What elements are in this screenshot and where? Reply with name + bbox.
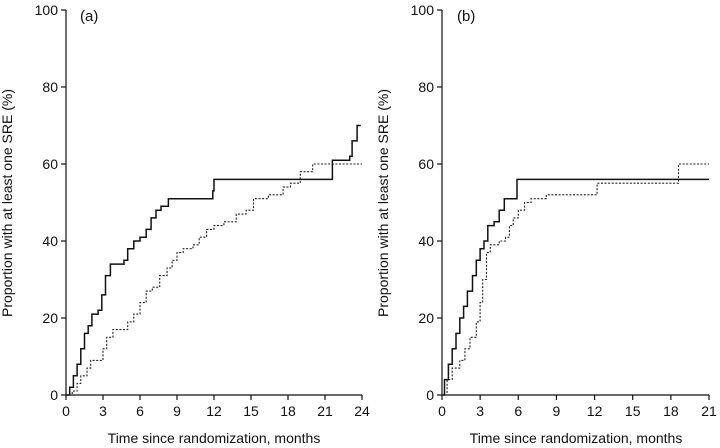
panel-b-tag: (b): [457, 8, 475, 25]
panel-a-x-tick-label: 24: [354, 403, 370, 419]
panel-a-x-tick-label: 3: [99, 403, 107, 419]
panel-b-x-tick-label: 15: [625, 403, 641, 419]
panel-b-y-tick-label: 40: [418, 233, 434, 249]
panel-b-series-solid-line: [442, 178, 709, 396]
panel-a-y-tick-label: 80: [42, 79, 58, 95]
panel-b-series: [442, 163, 709, 396]
panel-b-y-tick-label: 0: [426, 387, 434, 403]
panel-a-y-tick-label: 20: [42, 310, 58, 326]
panel-a-y-tick-label: 40: [42, 233, 58, 249]
panel-a-x-tick-label: 12: [206, 403, 222, 419]
panel-b-x-tick-label: 18: [663, 403, 679, 419]
panel-a-x-tick-label: 6: [136, 403, 144, 419]
panel-a-x-tick-label: 15: [243, 403, 259, 419]
panel-a-ticks: 0 20 40 60 80 100 0 3 6 9 12 15 18 21 24: [35, 2, 370, 419]
panel-a-y-tick-label: 60: [42, 156, 58, 172]
panel-a-series: [66, 124, 362, 396]
panel-b-y-tick-label: 20: [418, 310, 434, 326]
panel-b-x-tick-label: 21: [701, 403, 717, 419]
panel-a-y-axis-title: Proportion with at least one SRE (%): [0, 89, 15, 317]
panel-a-x-tick-label: 21: [317, 403, 333, 419]
panel-a-series-dotted-line: [66, 163, 362, 396]
panel-b-x-tick-label: 3: [476, 403, 484, 419]
panel-b-y-tick-label: 80: [418, 79, 434, 95]
panel-a: Proportion with at least one SRE (%) Tim…: [0, 2, 370, 446]
panel-b-y-axis-title: Proportion with at least one SRE (%): [375, 89, 391, 317]
panel-b-x-tick-label: 12: [587, 403, 603, 419]
panel-b-y-tick-label: 100: [411, 2, 435, 18]
panel-a-y-tick-label: 100: [35, 2, 59, 18]
panel-a-x-tick-label: 18: [280, 403, 296, 419]
panel-b-y-tick-label: 60: [418, 156, 434, 172]
panel-a-y-tick-label: 0: [50, 387, 58, 403]
panel-b-x-tick-label: 6: [514, 403, 522, 419]
panel-b-axes: [441, 10, 709, 396]
panel-a-x-tick-label: 0: [62, 403, 70, 419]
panel-a-x-tick-label: 9: [173, 403, 181, 419]
panel-a-x-axis-title: Time since randomization, months: [108, 430, 321, 446]
panel-a-series-solid-line: [66, 124, 361, 396]
panel-b-x-tick-label: 0: [438, 403, 446, 419]
panel-b: Proportion with at least one SRE (%) Tim…: [375, 2, 717, 446]
panel-b-ticks: 0 20 40 60 80 100 0 3 6 9 12 15 18 21: [411, 2, 717, 419]
panel-b-x-axis-title: Time since randomization, months: [470, 430, 683, 446]
panel-b-x-tick-label: 9: [553, 403, 561, 419]
panel-a-tag: (a): [80, 8, 98, 25]
panel-b-series-dotted-line: [442, 163, 709, 396]
